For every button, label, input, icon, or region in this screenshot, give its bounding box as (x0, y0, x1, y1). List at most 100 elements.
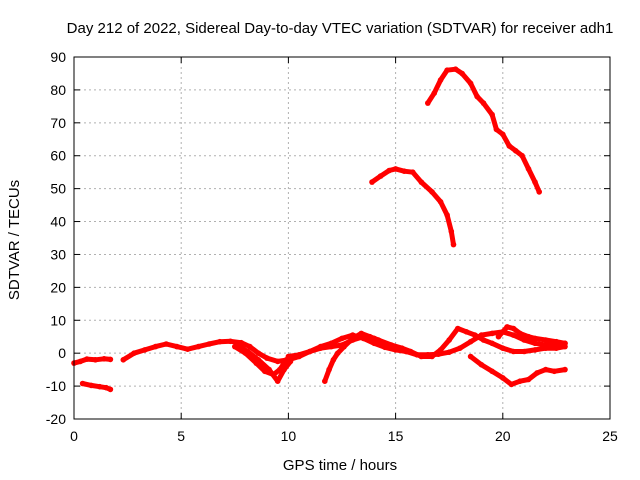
data-point (542, 337, 549, 343)
data-point (101, 356, 107, 362)
y-tick-label: -20 (46, 411, 66, 427)
data-point (489, 368, 495, 375)
data-point (467, 353, 474, 360)
data-point (500, 131, 506, 138)
data-point (399, 345, 405, 352)
series-track-11 (425, 66, 542, 195)
data-point (330, 357, 337, 363)
data-point (457, 345, 463, 352)
x-axis-label: GPS time / hours (283, 457, 397, 474)
data-series (71, 66, 568, 393)
data-point (521, 337, 527, 343)
data-point (142, 347, 148, 353)
data-point (459, 70, 465, 77)
data-point (500, 345, 506, 352)
data-point (517, 378, 523, 385)
data-point (517, 330, 523, 337)
data-point (480, 100, 487, 106)
data-point (480, 337, 487, 343)
data-point (103, 384, 109, 391)
data-point (534, 370, 540, 376)
data-point (532, 340, 538, 347)
data-point (77, 358, 84, 365)
data-point (562, 366, 568, 373)
data-point (525, 166, 532, 172)
data-point (339, 335, 345, 342)
grid-lines (74, 57, 610, 419)
data-point (358, 330, 365, 337)
series-track-7 (322, 326, 568, 384)
data-point (227, 338, 234, 345)
data-point (84, 356, 90, 362)
data-point (163, 341, 169, 347)
data-point (450, 241, 457, 248)
data-point (429, 189, 435, 195)
data-point (521, 348, 527, 355)
data-point (446, 337, 453, 343)
data-point (367, 333, 373, 340)
data-point (401, 168, 408, 174)
data-point (217, 338, 223, 345)
data-point (88, 382, 94, 389)
data-point (455, 325, 461, 332)
y-tick-label: 90 (50, 49, 66, 65)
data-point (255, 350, 262, 357)
data-point (506, 143, 512, 149)
data-point (174, 343, 180, 350)
data-point (285, 353, 292, 360)
data-point (504, 324, 510, 330)
y-tick-label: 60 (50, 148, 66, 164)
data-point (431, 90, 438, 96)
data-point (551, 368, 558, 375)
data-point (92, 357, 99, 363)
data-point (467, 80, 474, 87)
data-point (452, 66, 459, 72)
axis-ticks: -20 -10 0 10 20 30 40 50 60 70 80 90 0 5 10 15 20 25 (46, 49, 618, 444)
data-point (418, 353, 425, 360)
data-point (467, 338, 474, 345)
y-tick-label: 40 (50, 214, 66, 230)
y-axis-label: SDTVAR / TECUs (6, 180, 23, 300)
data-point (553, 338, 560, 345)
data-point (264, 355, 270, 361)
series-track-10 (369, 166, 456, 248)
x-tick-label: 10 (281, 428, 297, 444)
data-point (255, 357, 262, 363)
data-point (371, 340, 378, 347)
y-tick-label: 0 (58, 345, 66, 361)
data-point (322, 378, 328, 385)
data-point (493, 126, 500, 133)
data-point (120, 357, 127, 363)
data-point (152, 343, 159, 350)
plot-frame (73, 56, 611, 420)
data-point (508, 381, 515, 388)
data-point (478, 361, 485, 368)
data-point (369, 179, 375, 185)
data-point (444, 67, 450, 73)
data-point (532, 179, 538, 185)
data-point (410, 169, 416, 175)
x-tick-label: 0 (70, 428, 78, 444)
data-point (131, 350, 137, 357)
data-point (184, 346, 191, 353)
x-tick-label: 5 (177, 428, 185, 444)
data-point (525, 376, 532, 383)
data-point (510, 332, 517, 338)
data-point (542, 345, 549, 352)
data-point (418, 179, 425, 185)
data-point (107, 386, 114, 393)
data-point (510, 348, 517, 355)
data-point (386, 167, 393, 174)
y-tick-label: -10 (46, 378, 66, 394)
x-tick-label: 15 (388, 428, 404, 444)
data-point (107, 356, 114, 363)
data-point (437, 199, 444, 205)
data-point (274, 358, 281, 365)
y-tick-label: 20 (50, 279, 66, 295)
data-point (266, 366, 272, 373)
data-point (429, 353, 435, 360)
data-point (500, 375, 506, 381)
data-point (532, 347, 538, 353)
data-point (79, 380, 86, 387)
